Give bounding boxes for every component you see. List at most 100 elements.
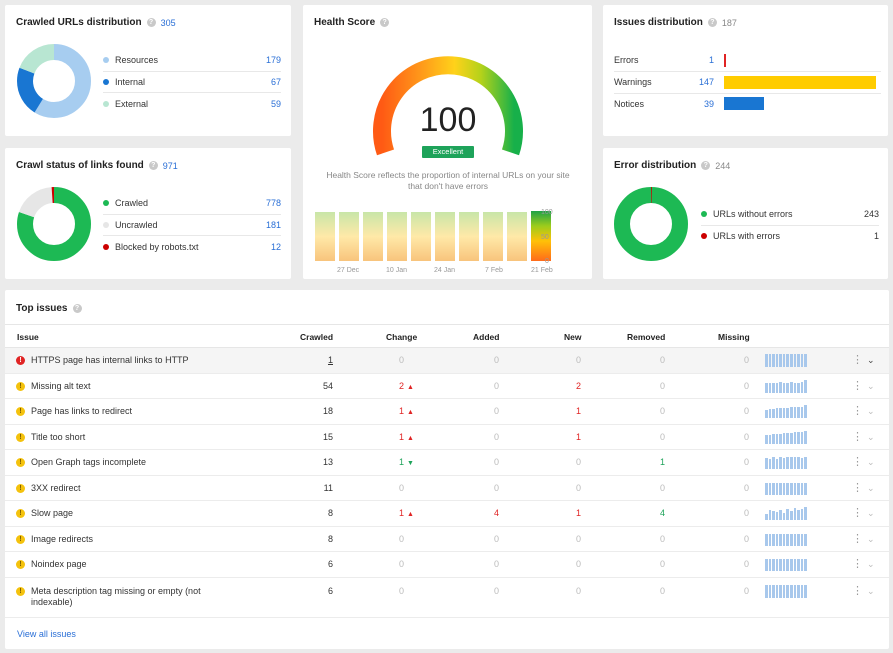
- table-row[interactable]: ! Page has links to redirect 18 1 ▲ 0 1 0 0 ⋮ ⌄: [5, 399, 889, 425]
- new-count[interactable]: 1: [575, 508, 581, 518]
- crawled-count[interactable]: 13: [322, 457, 333, 467]
- col-crawled[interactable]: Crawled: [300, 332, 334, 342]
- missing-count[interactable]: 0: [743, 381, 749, 391]
- health-history-chart[interactable]: [315, 211, 555, 261]
- crawled-count[interactable]: 54: [322, 381, 333, 391]
- issue-name[interactable]: Page has links to redirect: [31, 406, 133, 416]
- added-count[interactable]: 0: [493, 534, 499, 544]
- more-options-icon[interactable]: ⋮: [852, 533, 863, 545]
- table-row[interactable]: ! Meta description tag missing or empty (…: [5, 578, 889, 618]
- trend-sparkline[interactable]: [765, 455, 807, 469]
- issues-row-notices[interactable]: Notices 39: [614, 93, 881, 115]
- added-count[interactable]: 4: [493, 508, 499, 518]
- issues-row-errors[interactable]: Errors 1: [614, 50, 881, 72]
- history-bar-current[interactable]: [531, 211, 551, 261]
- missing-count[interactable]: 0: [743, 406, 749, 416]
- trend-sparkline[interactable]: [765, 584, 807, 598]
- more-options-icon[interactable]: ⋮: [852, 585, 863, 597]
- help-icon[interactable]: ?: [148, 161, 158, 170]
- legend-row-internal[interactable]: Internal 67: [103, 72, 281, 93]
- issue-name[interactable]: Meta description tag missing or empty (n…: [31, 586, 201, 607]
- chevron-down-icon[interactable]: ⌄: [867, 457, 875, 467]
- legend-row-without-errors[interactable]: URLs without errors 243: [701, 204, 879, 226]
- more-options-icon[interactable]: ⋮: [852, 507, 863, 519]
- more-options-icon[interactable]: ⋮: [852, 431, 863, 443]
- removed-count[interactable]: 0: [659, 534, 665, 544]
- table-row[interactable]: ! Open Graph tags incomplete 13 1 ▼ 0 0 1 0 ⋮ ⌄: [5, 450, 889, 476]
- new-count[interactable]: 0: [575, 586, 581, 596]
- chevron-down-icon[interactable]: ⌄: [867, 381, 875, 391]
- chevron-down-icon[interactable]: ⌄: [867, 559, 875, 569]
- chevron-down-icon[interactable]: ⌄: [867, 508, 875, 518]
- added-count[interactable]: 0: [493, 432, 499, 442]
- removed-count[interactable]: 0: [659, 355, 665, 365]
- history-bar[interactable]: [459, 212, 479, 261]
- missing-count[interactable]: 0: [743, 586, 749, 596]
- missing-count[interactable]: 0: [743, 508, 749, 518]
- more-options-icon[interactable]: ⋮: [852, 482, 863, 494]
- added-count[interactable]: 0: [493, 381, 499, 391]
- added-count[interactable]: 0: [493, 559, 499, 569]
- new-count[interactable]: 1: [575, 432, 581, 442]
- table-row[interactable]: ! 3XX redirect 11 0 0 0 0 0 ⋮ ⌄: [5, 476, 889, 501]
- added-count[interactable]: 0: [493, 406, 499, 416]
- chevron-down-icon[interactable]: ⌄: [867, 534, 875, 544]
- missing-count[interactable]: 0: [743, 559, 749, 569]
- help-icon[interactable]: ?: [701, 161, 711, 170]
- table-row[interactable]: ! Slow page 8 1 ▲ 4 1 4 0 ⋮ ⌄: [5, 501, 889, 527]
- crawled-count[interactable]: 11: [323, 483, 333, 493]
- new-count[interactable]: 0: [575, 534, 581, 544]
- crawled-count[interactable]: 8: [327, 534, 333, 544]
- legend-row-resources[interactable]: Resources 179: [103, 50, 281, 72]
- crawl-status-total[interactable]: 971: [162, 160, 178, 171]
- issue-name[interactable]: Missing alt text: [31, 381, 91, 391]
- missing-count[interactable]: 0: [743, 534, 749, 544]
- crawled-count[interactable]: 6: [327, 559, 333, 569]
- col-added[interactable]: Added: [473, 332, 500, 342]
- history-bar[interactable]: [411, 212, 431, 261]
- trend-sparkline[interactable]: [765, 430, 807, 444]
- removed-count[interactable]: 0: [659, 432, 665, 442]
- table-row[interactable]: ! HTTPS page has internal links to HTTP 1 0…: [5, 348, 889, 374]
- chevron-down-icon[interactable]: ⌄: [867, 586, 875, 596]
- issue-name[interactable]: Open Graph tags incomplete: [31, 457, 147, 467]
- more-options-icon[interactable]: ⋮: [852, 456, 863, 468]
- col-removed[interactable]: Removed: [627, 332, 666, 342]
- more-options-icon[interactable]: ⋮: [852, 380, 863, 392]
- legend-row-external[interactable]: External 59: [103, 93, 281, 115]
- col-missing[interactable]: Missing: [718, 332, 750, 342]
- history-bar[interactable]: [339, 212, 359, 261]
- history-bar[interactable]: [507, 212, 527, 261]
- crawled-count[interactable]: 15: [322, 432, 333, 442]
- crawled-count[interactable]: 18: [322, 406, 333, 416]
- added-count[interactable]: 0: [493, 483, 499, 493]
- chevron-down-icon[interactable]: ⌄: [867, 355, 875, 365]
- help-icon[interactable]: ?: [72, 304, 82, 313]
- table-row[interactable]: ! Missing alt text 54 2 ▲ 0 2 0 0 ⋮ ⌄: [5, 374, 889, 399]
- trend-sparkline[interactable]: [765, 379, 807, 393]
- history-bar[interactable]: [387, 212, 407, 261]
- missing-count[interactable]: 0: [743, 355, 749, 365]
- removed-count[interactable]: 1: [659, 457, 665, 467]
- history-bar[interactable]: [363, 212, 383, 261]
- help-icon[interactable]: ?: [707, 18, 717, 27]
- issues-row-warnings[interactable]: Warnings 147: [614, 72, 881, 94]
- more-options-icon[interactable]: ⋮: [852, 558, 863, 570]
- crawled-count[interactable]: 6: [327, 586, 333, 596]
- history-bar[interactable]: [435, 212, 455, 261]
- legend-row-uncrawled[interactable]: Uncrawled 181: [103, 215, 281, 236]
- crawled-count[interactable]: 8: [327, 508, 333, 518]
- legend-row-blocked[interactable]: Blocked by robots.txt 12: [103, 236, 281, 258]
- missing-count[interactable]: 0: [743, 483, 749, 493]
- view-all-issues-link[interactable]: View all issues: [17, 629, 76, 639]
- trend-sparkline[interactable]: [765, 532, 807, 546]
- missing-count[interactable]: 0: [743, 457, 749, 467]
- new-count[interactable]: 2: [575, 381, 581, 391]
- issue-name[interactable]: 3XX redirect: [31, 483, 81, 493]
- trend-sparkline[interactable]: [765, 557, 807, 571]
- legend-row-crawled[interactable]: Crawled 778: [103, 193, 281, 215]
- history-bar[interactable]: [315, 212, 335, 261]
- chevron-down-icon[interactable]: ⌄: [867, 406, 875, 416]
- table-row[interactable]: ! Noindex page 6 0 0 0 0 0 ⋮ ⌄: [5, 552, 889, 578]
- issue-name[interactable]: Image redirects: [31, 534, 94, 544]
